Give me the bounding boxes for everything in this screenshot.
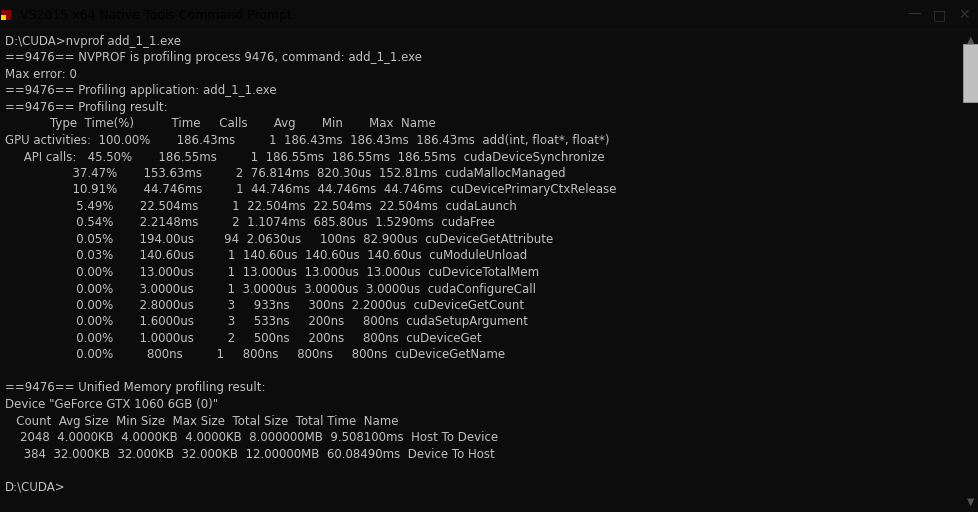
Text: 37.47%       153.63ms         2  76.814ms  820.30us  152.81ms  cudaMallocManaged: 37.47% 153.63ms 2 76.814ms 820.30us 152.… xyxy=(5,167,565,180)
Text: 0.05%       194.00us        94  2.0630us     100ns  82.900us  cuDeviceGetAttribu: 0.05% 194.00us 94 2.0630us 100ns 82.900u… xyxy=(5,233,553,246)
Text: 10.91%       44.746ms         1  44.746ms  44.746ms  44.746ms  cuDevicePrimaryCt: 10.91% 44.746ms 1 44.746ms 44.746ms 44.7… xyxy=(5,183,616,197)
Text: 5.49%       22.504ms         1  22.504ms  22.504ms  22.504ms  cudaLaunch: 5.49% 22.504ms 1 22.504ms 22.504ms 22.50… xyxy=(5,200,516,213)
Text: 0.00%       1.6000us         3     533ns     200ns     800ns  cudaSetupArgument: 0.00% 1.6000us 3 533ns 200ns 800ns cudaS… xyxy=(5,315,527,329)
FancyBboxPatch shape xyxy=(962,45,977,102)
Bar xyxy=(1,10,11,20)
Text: 0.00%       1.0000us         2     500ns     200ns     800ns  cuDeviceGet: 0.00% 1.0000us 2 500ns 200ns 800ns cuDev… xyxy=(5,332,481,345)
Text: GPU activities:  100.00%       186.43ms         1  186.43ms  186.43ms  186.43ms : GPU activities: 100.00% 186.43ms 1 186.4… xyxy=(5,134,609,147)
Text: Count  Avg Size  Min Size  Max Size  Total Size  Total Time  Name: Count Avg Size Min Size Max Size Total S… xyxy=(5,415,398,428)
Text: Device "GeForce GTX 1060 6GB (0)": Device "GeForce GTX 1060 6GB (0)" xyxy=(5,398,218,411)
Text: ==9476== Profiling result:: ==9476== Profiling result: xyxy=(5,101,167,114)
Text: Max error: 0: Max error: 0 xyxy=(5,68,77,81)
Bar xyxy=(1,15,6,20)
Text: 2048  4.0000KB  4.0000KB  4.0000KB  8.000000MB  9.508100ms  Host To Device: 2048 4.0000KB 4.0000KB 4.0000KB 8.000000… xyxy=(5,431,498,444)
Text: ▲: ▲ xyxy=(965,35,973,45)
Text: ==9476== Unified Memory profiling result:: ==9476== Unified Memory profiling result… xyxy=(5,381,265,395)
Text: ✕: ✕ xyxy=(957,8,969,22)
Text: □: □ xyxy=(931,8,945,22)
Text: 0.00%       13.000us         1  13.000us  13.000us  13.000us  cuDeviceTotalMem: 0.00% 13.000us 1 13.000us 13.000us 13.00… xyxy=(5,266,539,279)
Text: 384  32.000KB  32.000KB  32.000KB  12.00000MB  60.08490ms  Device To Host: 384 32.000KB 32.000KB 32.000KB 12.00000M… xyxy=(5,447,494,460)
Text: Type  Time(%)          Time     Calls       Avg       Min       Max  Name: Type Time(%) Time Calls Avg Min Max Name xyxy=(5,117,435,131)
Text: 0.00%       3.0000us         1  3.0000us  3.0000us  3.0000us  cudaConfigureCall: 0.00% 3.0000us 1 3.0000us 3.0000us 3.000… xyxy=(5,283,535,295)
Text: VS2015 x64 Native Tools Command Prompt: VS2015 x64 Native Tools Command Prompt xyxy=(20,9,291,22)
Text: 0.00%       2.8000us         3     933ns     300ns  2.2000us  cuDeviceGetCount: 0.00% 2.8000us 3 933ns 300ns 2.2000us cu… xyxy=(5,299,523,312)
Text: 0.54%       2.2148ms         2  1.1074ms  685.80us  1.5290ms  cudaFree: 0.54% 2.2148ms 2 1.1074ms 685.80us 1.529… xyxy=(5,217,495,229)
Text: D:\CUDA>: D:\CUDA> xyxy=(5,480,66,494)
Text: D:\CUDA>nvprof add_1_1.exe: D:\CUDA>nvprof add_1_1.exe xyxy=(5,35,181,48)
Text: 0.00%         800ns         1     800ns     800ns     800ns  cuDeviceGetName: 0.00% 800ns 1 800ns 800ns 800ns cuDevice… xyxy=(5,349,505,361)
Text: ==9476== NVPROF is profiling process 9476, command: add_1_1.exe: ==9476== NVPROF is profiling process 947… xyxy=(5,52,422,65)
Text: ==9476== Profiling application: add_1_1.exe: ==9476== Profiling application: add_1_1.… xyxy=(5,84,277,97)
Text: ▼: ▼ xyxy=(965,497,973,507)
Text: 0.03%       140.60us         1  140.60us  140.60us  140.60us  cuModuleUnload: 0.03% 140.60us 1 140.60us 140.60us 140.6… xyxy=(5,249,527,263)
Text: —: — xyxy=(907,8,920,22)
Text: API calls:   45.50%       186.55ms         1  186.55ms  186.55ms  186.55ms  cuda: API calls: 45.50% 186.55ms 1 186.55ms 18… xyxy=(5,151,604,163)
